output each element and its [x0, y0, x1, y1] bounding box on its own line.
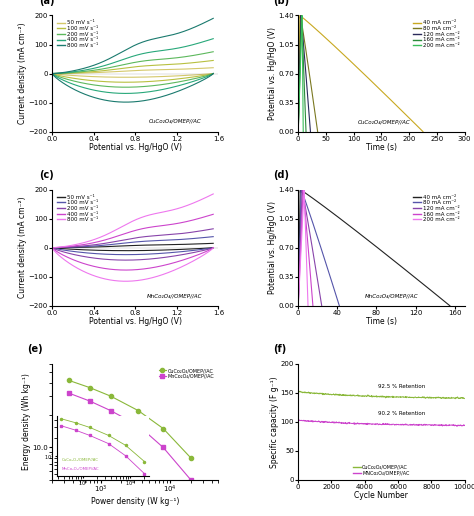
- Line: MNCo₂O₄/OMEP//AC: MNCo₂O₄/OMEP//AC: [298, 420, 465, 426]
- CuCo₂O₄/OMEP//AC: [296, 388, 302, 394]
- Legend: 40 mA cm⁻², 80 mA cm⁻², 120 mA cm⁻², 160 mA cm⁻², 200 mA cm⁻²: 40 mA cm⁻², 80 mA cm⁻², 120 mA cm⁻², 160…: [410, 18, 462, 51]
- MnCo₂O₄/OMEP//AC: [160, 444, 166, 450]
- Y-axis label: Energy density (Wh kg⁻¹): Energy density (Wh kg⁻¹): [22, 374, 31, 470]
- Legend: 50 mV s⁻¹, 100 mV s⁻¹, 200 mV s⁻¹, 400 mV s⁻¹, 800 mV s⁻¹: 50 mV s⁻¹, 100 mV s⁻¹, 200 mV s⁻¹, 400 m…: [55, 192, 100, 224]
- MNCo₂O₄/OMEP//AC: [376, 422, 382, 428]
- Text: (c): (c): [39, 170, 54, 180]
- X-axis label: Potential vs. Hg/HgO (V): Potential vs. Hg/HgO (V): [89, 317, 182, 326]
- Text: MnCo₂O₄//OMEP//AC: MnCo₂O₄//OMEP//AC: [147, 293, 202, 298]
- CuCo₂O₄/OMEP//AC: [188, 455, 194, 461]
- MnCo₂O₄/OMEP//AC: [87, 398, 93, 404]
- CuCo₂O₄/OMEP//AC: [66, 377, 72, 383]
- CuCo₂O₄/OMEP//AC: [452, 396, 458, 402]
- Line: CuCo₂O₄/OMEP//AC: CuCo₂O₄/OMEP//AC: [298, 391, 465, 399]
- Legend: 50 mV s⁻¹, 100 mV s⁻¹, 200 mV s⁻¹, 400 mV s⁻¹, 800 mV s⁻¹: 50 mV s⁻¹, 100 mV s⁻¹, 200 mV s⁻¹, 400 m…: [55, 18, 100, 51]
- CuCo₂O₄/OMEP//AC: [386, 394, 392, 400]
- X-axis label: Time (s): Time (s): [366, 317, 397, 326]
- Text: (e): (e): [27, 344, 43, 354]
- MnCo₂O₄/OMEP//AC: [188, 477, 194, 483]
- Text: 90.2 % Retention: 90.2 % Retention: [378, 411, 425, 416]
- CuCo₂O₄/OMEP//AC: [295, 389, 301, 395]
- Text: (b): (b): [273, 0, 290, 6]
- Y-axis label: Current density (mA cm⁻²): Current density (mA cm⁻²): [18, 23, 27, 124]
- MNCo₂O₄/OMEP//AC: [375, 421, 381, 427]
- CuCo₂O₄/OMEP//AC: [462, 395, 467, 401]
- Y-axis label: Potential vs. Hg/HgO (V): Potential vs. Hg/HgO (V): [268, 201, 277, 294]
- MnCo₂O₄/OMEP//AC: [108, 408, 114, 414]
- X-axis label: Power density (W kg⁻¹): Power density (W kg⁻¹): [91, 497, 180, 506]
- Legend: CuCo₂O₄/OMEP//AC, MnCo₂O₄/OMEP//AC: CuCo₂O₄/OMEP//AC, MnCo₂O₄/OMEP//AC: [156, 366, 216, 381]
- Y-axis label: Specific capacity (F g⁻¹): Specific capacity (F g⁻¹): [270, 376, 279, 467]
- Text: (f): (f): [273, 344, 287, 354]
- CuCo₂O₄/OMEP//AC: [376, 394, 382, 400]
- CuCo₂O₄/OMEP//AC: [458, 395, 464, 401]
- Legend: 40 mA cm⁻², 80 mA cm⁻², 120 mA cm⁻², 160 mA cm⁻², 200 mA cm⁻²: 40 mA cm⁻², 80 mA cm⁻², 120 mA cm⁻², 160…: [410, 192, 462, 224]
- X-axis label: Cycle Number: Cycle Number: [355, 491, 408, 501]
- Line: CuCo₂O₄/OMEP//AC: CuCo₂O₄/OMEP//AC: [67, 378, 193, 460]
- CuCo₂O₄/OMEP//AC: [160, 426, 166, 432]
- Y-axis label: Potential vs. Hg/HgO (V): Potential vs. Hg/HgO (V): [268, 27, 277, 120]
- MNCo₂O₄/OMEP//AC: [455, 423, 460, 429]
- Text: 92.5 % Retention: 92.5 % Retention: [378, 384, 425, 389]
- Text: CuCo₂O₄/OMEP//AC: CuCo₂O₄/OMEP//AC: [148, 119, 201, 124]
- X-axis label: Time (s): Time (s): [366, 143, 397, 152]
- Legend: CuCo₂O₄/OMEP//AC, MNCo₂O₄/OMEP//AC: CuCo₂O₄/OMEP//AC, MNCo₂O₄/OMEP//AC: [351, 463, 411, 477]
- CuCo₂O₄/OMEP//AC: [375, 394, 381, 400]
- MNCo₂O₄/OMEP//AC: [462, 422, 467, 428]
- MNCo₂O₄/OMEP//AC: [386, 422, 392, 428]
- MNCo₂O₄/OMEP//AC: [295, 416, 301, 423]
- Text: (d): (d): [273, 170, 289, 180]
- Text: CuCo₂O₄/OMEP//AC: CuCo₂O₄/OMEP//AC: [358, 119, 410, 124]
- Line: MnCo₂O₄/OMEP//AC: MnCo₂O₄/OMEP//AC: [67, 391, 193, 482]
- X-axis label: Potential vs. Hg/HgO (V): Potential vs. Hg/HgO (V): [89, 143, 182, 152]
- MNCo₂O₄/OMEP//AC: [432, 422, 438, 428]
- Text: MnCo₂O₄/OMEP//AC: MnCo₂O₄/OMEP//AC: [365, 294, 418, 298]
- MNCo₂O₄/OMEP//AC: [458, 422, 464, 428]
- MnCo₂O₄/OMEP//AC: [66, 390, 72, 396]
- CuCo₂O₄/OMEP//AC: [87, 384, 93, 391]
- Text: (a): (a): [39, 0, 55, 6]
- Y-axis label: Current density (mA cm⁻²): Current density (mA cm⁻²): [18, 197, 27, 298]
- MNCo₂O₄/OMEP//AC: [395, 422, 401, 428]
- MnCo₂O₄/OMEP//AC: [136, 423, 141, 429]
- CuCo₂O₄/OMEP//AC: [108, 393, 114, 399]
- CuCo₂O₄/OMEP//AC: [432, 394, 438, 400]
- CuCo₂O₄/OMEP//AC: [136, 408, 141, 414]
- CuCo₂O₄/OMEP//AC: [395, 394, 401, 400]
- MNCo₂O₄/OMEP//AC: [296, 416, 301, 423]
